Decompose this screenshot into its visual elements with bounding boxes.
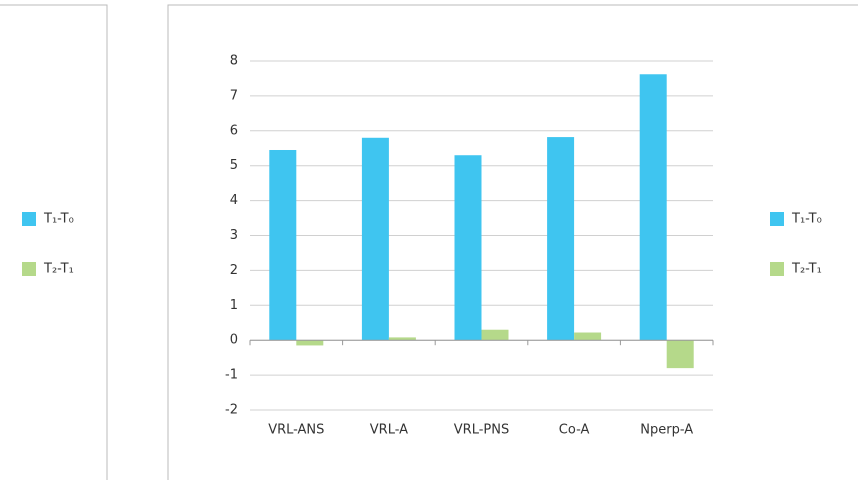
x-tick-label: Co-A: [559, 423, 590, 438]
bar: [388, 337, 416, 341]
x-tick-label: VRL-ANS: [268, 423, 324, 438]
legend-label: T₁-T₀: [43, 212, 74, 227]
legend-swatch: [770, 262, 784, 276]
y-tick-label: 1: [230, 298, 238, 313]
legend-label: T₁-T₀: [791, 212, 822, 227]
y-tick-label: -2: [225, 403, 238, 418]
y-tick-label: 8: [230, 54, 238, 69]
y-tick-label: 3: [230, 228, 238, 243]
bar: [361, 137, 389, 341]
y-tick-label: 0: [230, 333, 238, 348]
legend-label: T₂-T₁: [791, 262, 822, 277]
y-tick-label: -1: [225, 368, 238, 383]
legend-swatch: [22, 212, 36, 226]
bar: [639, 74, 667, 341]
right-panel-frame: [167, 4, 858, 480]
y-tick-label: 5: [230, 158, 238, 173]
bar: [296, 340, 324, 346]
y-tick-label: 7: [230, 88, 238, 103]
x-tick-label: Nperp-A: [640, 423, 693, 438]
left-panel-frame: [0, 4, 108, 480]
bar: [269, 149, 297, 341]
bar: [454, 155, 482, 341]
bar: [574, 332, 602, 341]
bar: [666, 340, 694, 369]
x-tick-label: VRL-PNS: [454, 423, 509, 438]
y-tick-label: 6: [230, 123, 238, 138]
y-tick-label: 4: [230, 193, 238, 208]
bar: [481, 329, 509, 341]
x-tick-label: VRL-A: [370, 423, 408, 438]
y-tick-label: 2: [230, 263, 238, 278]
bar: [547, 137, 575, 341]
legend-swatch: [22, 262, 36, 276]
legend-label: T₂-T₁: [43, 262, 74, 277]
legend-swatch: [770, 212, 784, 226]
